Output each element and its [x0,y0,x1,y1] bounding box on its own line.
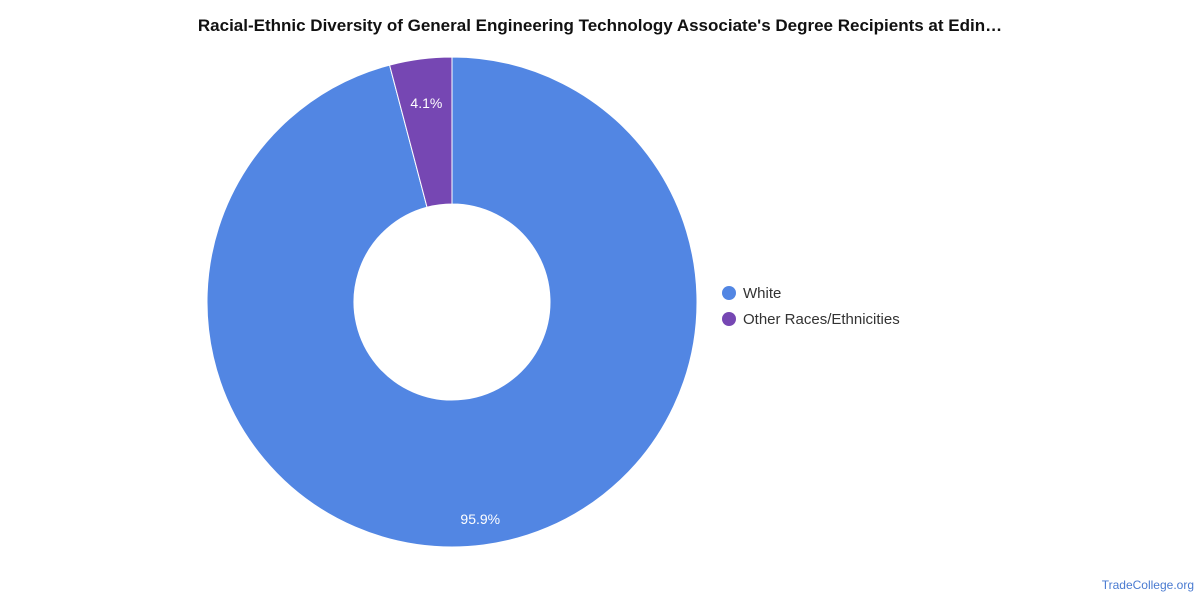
slice-white[interactable] [206,56,698,548]
slice-label-other-races-ethnicities: 4.1% [410,95,442,111]
slice-label-white: 95.9% [460,511,500,527]
source-link[interactable]: TradeCollege.org [1101,578,1194,592]
slices-group [206,56,698,548]
legend-swatch-white [722,286,736,300]
slice-other-races-ethnicities[interactable] [388,56,453,208]
chart-title: Racial-Ethnic Diversity of General Engin… [197,16,1003,35]
slice-labels-group: 95.9% 4.1% [410,95,500,527]
legend-swatch-other [722,312,736,326]
legend-label-white: White [743,284,782,302]
legend: White Other Races/Ethnicities [722,280,900,332]
legend-label-other: Other Races/Ethnicities [743,310,900,328]
legend-item-white[interactable]: White [722,280,900,306]
legend-item-other[interactable]: Other Races/Ethnicities [722,306,900,332]
